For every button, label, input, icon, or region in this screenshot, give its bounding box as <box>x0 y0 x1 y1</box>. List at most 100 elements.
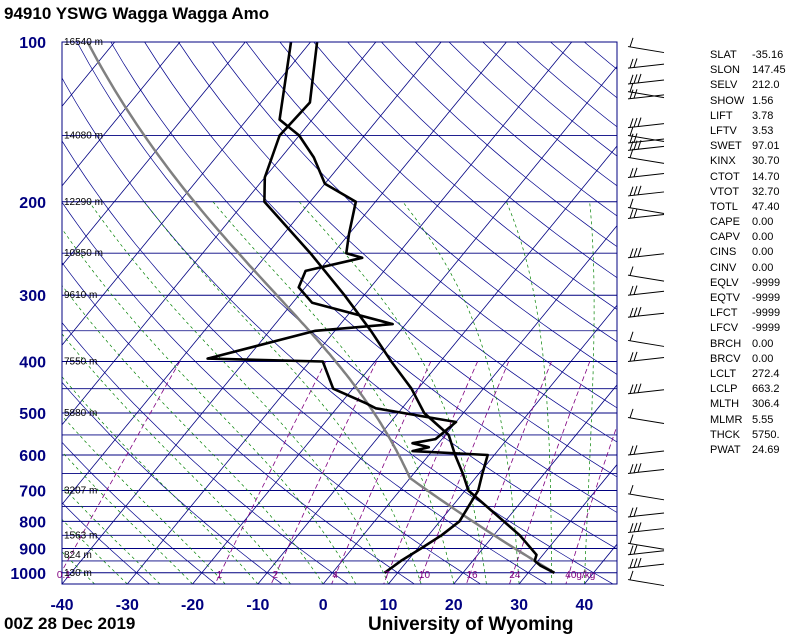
wind-barb <box>627 37 665 54</box>
mixing-ratio-line <box>418 361 510 584</box>
dry-adiabat <box>279 42 617 343</box>
wind-barb <box>627 89 665 100</box>
index-value: -9999 <box>752 307 781 320</box>
wind-barb <box>627 507 665 518</box>
mixing-ratio-line <box>270 361 377 584</box>
wind-barb <box>627 126 665 142</box>
wind-barb <box>627 148 665 164</box>
temperature-tick-label: 40 <box>576 597 594 614</box>
wind-barb <box>627 331 665 347</box>
index-value: 0.00 <box>752 231 774 244</box>
height-label: 1563 m <box>64 530 97 541</box>
index-row: BRCH 0.00 <box>710 337 786 352</box>
index-key: CINV <box>710 261 737 274</box>
wind-barb <box>627 167 665 178</box>
temperature-tick-label: -20 <box>181 597 204 614</box>
wind-barb <box>627 185 665 197</box>
index-key: SHOW <box>710 94 745 107</box>
wind-barb <box>627 351 665 363</box>
index-key: CAPV <box>710 231 740 244</box>
dry-adiabat <box>245 42 617 375</box>
temperature-tick-label: 20 <box>445 597 463 614</box>
index-row: CTOT 14.70 <box>710 170 786 185</box>
pressure-tick-label: 700 <box>19 484 46 501</box>
index-key: CAPE <box>710 216 740 229</box>
index-row: EQTV -9999 <box>710 291 786 306</box>
index-key: LIFT <box>710 109 733 122</box>
index-row: LFCV -9999 <box>710 321 786 336</box>
moist-adiabat <box>62 415 226 584</box>
dry-adiabat <box>110 42 617 513</box>
moist-adiabat <box>584 201 595 584</box>
wind-barb <box>627 522 665 534</box>
mixing-ratio-line <box>565 424 617 584</box>
dry-adiabats <box>62 42 617 584</box>
pressure-tick-label: 300 <box>19 288 46 305</box>
index-row: BRCV 0.00 <box>710 352 786 367</box>
mixing-ratio-label: 40g/kg <box>565 570 595 581</box>
index-row: CINV 0.00 <box>710 261 786 276</box>
moist-adiabat <box>62 284 324 584</box>
index-value: 212.0 <box>752 79 780 92</box>
index-key: PWAT <box>710 443 741 456</box>
index-value: 0.00 <box>752 216 774 229</box>
dry-adiabat <box>62 77 614 584</box>
moist-adiabat <box>88 201 389 584</box>
index-key: LFTV <box>710 124 737 137</box>
index-row: THCK 5750. <box>710 428 786 443</box>
dry-adiabat <box>62 441 217 584</box>
dry-adiabat <box>62 262 415 584</box>
temperature-tick-label: -40 <box>50 597 73 614</box>
index-key: CINS <box>710 246 737 259</box>
wind-barb <box>627 133 665 144</box>
isotherm-line <box>62 42 311 346</box>
index-value: 3.53 <box>752 124 774 137</box>
mixing-ratio-label: 7 <box>384 570 390 581</box>
moist-adiabat <box>62 451 193 584</box>
wind-barb <box>627 266 665 282</box>
height-label: 130 m <box>64 568 92 579</box>
wind-barb <box>627 117 665 129</box>
isotherm-line <box>0 42 49 584</box>
isotherm-line <box>62 42 377 426</box>
wind-barb <box>627 82 665 99</box>
mixing-ratio-line <box>509 361 591 584</box>
index-row: CINS 0.00 <box>710 245 786 260</box>
index-row: CAPE 0.00 <box>710 215 786 230</box>
isotherm-line <box>192 65 617 584</box>
index-value: 5.55 <box>752 413 774 426</box>
height-label: 824 m <box>64 550 92 561</box>
isotherm-line <box>62 42 181 187</box>
credit: University of Wyoming <box>368 614 574 635</box>
index-row: LCLP 663.2 <box>710 382 786 397</box>
dry-adiabat <box>62 381 283 584</box>
dry-adiabat <box>62 321 349 584</box>
index-key: THCK <box>710 428 740 441</box>
wind-barb <box>627 534 665 550</box>
mixing-ratio-line <box>62 361 181 572</box>
pressure-tick-label: 400 <box>19 355 46 372</box>
temperature-tick-label: -10 <box>246 597 269 614</box>
moist-adiabat <box>298 201 487 584</box>
index-row: MLTH 306.4 <box>710 397 786 412</box>
observation-time: 00Z 28 Dec 2019 <box>4 614 136 633</box>
index-value: 663.2 <box>752 383 780 396</box>
temperature-line <box>263 42 555 574</box>
wind-barb <box>627 570 665 587</box>
index-row: EQLV -9999 <box>710 276 786 291</box>
height-label: 16540 m <box>64 37 103 48</box>
wind-barb <box>627 383 665 395</box>
temperature-tick-label: 0 <box>319 597 328 614</box>
index-row: VTOT 32.70 <box>710 185 786 200</box>
wind-barb <box>627 544 665 556</box>
mixing-ratio-label: 10 <box>419 570 431 581</box>
index-value: 30.70 <box>752 155 780 168</box>
index-value: 1.56 <box>752 94 774 107</box>
moist-adiabat <box>144 201 422 584</box>
wind-barb <box>627 247 665 259</box>
chart-title: 94910 YSWG Wagga Wagga Amo <box>4 4 270 23</box>
height-label: 9610 m <box>64 290 97 301</box>
isotherm-line <box>62 42 246 267</box>
wind-barb <box>627 208 665 219</box>
index-row: LFTV 3.53 <box>710 124 786 139</box>
